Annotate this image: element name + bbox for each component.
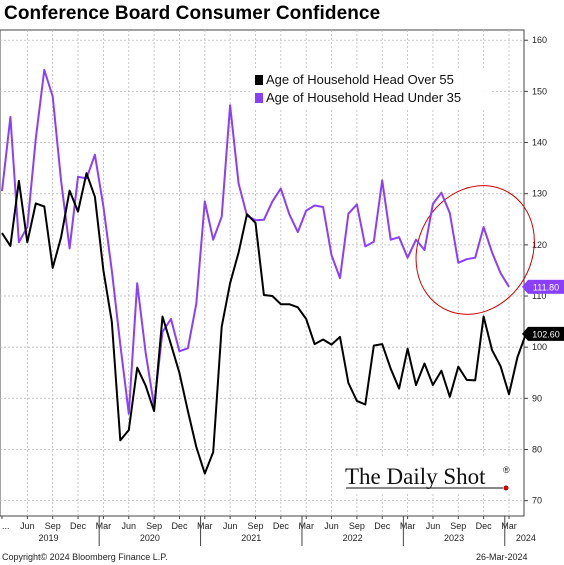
watermark-text: The Daily Shot xyxy=(345,464,486,489)
y-tick-label: 120 xyxy=(532,240,547,250)
x-tick-label: Jun xyxy=(223,521,238,531)
x-tick-label: Jun xyxy=(324,521,339,531)
x-year-label: 2019 xyxy=(38,533,58,543)
y-tick-label: 160 xyxy=(532,35,547,45)
x-tick-label: Jun xyxy=(426,521,441,531)
y-tick-label: 150 xyxy=(532,86,547,96)
axes: 70 80 90 100 110 120 130 140 150 160... Jun Sep Dec M… xyxy=(1,35,547,546)
x-year-label: 2023 xyxy=(444,533,464,543)
y-tick-label: 70 xyxy=(532,496,542,506)
x-tick-label: Sep xyxy=(146,521,162,531)
y-tick-label: 110 xyxy=(532,291,546,301)
x-year-label: 2020 xyxy=(140,533,160,543)
x-tick-label: Dec xyxy=(171,521,188,531)
x-tick-label: Sep xyxy=(349,521,365,531)
x-tick-label: Sep xyxy=(450,521,466,531)
last-value-badge xyxy=(528,326,564,341)
legend-swatch-under35 xyxy=(255,93,263,103)
legend-background xyxy=(250,69,490,109)
last-value-pointer xyxy=(522,279,528,294)
series xyxy=(1,68,527,475)
watermark-registered-mark: ® xyxy=(503,465,510,475)
y-tick-label: 100 xyxy=(532,342,547,352)
last-value-badge xyxy=(528,279,564,294)
x-tick-label: Mar xyxy=(96,521,112,531)
x-tick-label: Dec xyxy=(273,521,290,531)
footer-source: Copyright© 2024 Bloomberg Finance L.P. xyxy=(2,552,168,562)
x-tick-label: Jun xyxy=(121,521,136,531)
watermark-dot xyxy=(503,485,509,491)
x-tick-label: Dec xyxy=(374,521,391,531)
x-tick-label: Mar xyxy=(400,521,416,531)
y-tick-label: 140 xyxy=(532,138,547,148)
highlight-ellipse xyxy=(415,185,535,315)
y-tick-label: 130 xyxy=(532,189,547,199)
last-value-label: 111.80 xyxy=(533,282,559,292)
x-tick-label: Sep xyxy=(45,521,61,531)
x-year-label: 2021 xyxy=(241,533,261,543)
y-tick-label: 80 xyxy=(532,444,542,454)
x-year-label: 2022 xyxy=(343,533,363,543)
last-value-label: 102.60 xyxy=(532,329,560,339)
x-tick-label: Mar xyxy=(197,521,213,531)
y-tick-label: 90 xyxy=(532,393,542,403)
legend-label-over55: Age of Household Head Over 55 xyxy=(266,72,454,87)
series-line-under35 xyxy=(1,68,510,415)
x-tick-label: Sep xyxy=(247,521,263,531)
x-year-label: 2024 xyxy=(516,533,536,543)
annotation xyxy=(415,185,535,315)
watermark-background xyxy=(340,457,518,493)
watermark: The Daily Shot ® xyxy=(340,457,518,493)
x-tick-label: Dec xyxy=(476,521,493,531)
chart-title: Conference Board Consumer Confidence xyxy=(4,3,381,24)
last-value-badges: 111.80 102.60 xyxy=(522,279,564,341)
footer-date: 26-Mar-2024 xyxy=(476,552,528,562)
x-tick-label: Jun xyxy=(20,521,35,531)
x-tick-label: ... xyxy=(2,521,10,531)
legend: Age of Household Head Over 55 Age of Hou… xyxy=(250,69,490,109)
x-tick-label: Mar xyxy=(298,521,314,531)
legend-swatch-over55 xyxy=(255,75,263,85)
x-tick-label: Mar xyxy=(501,521,517,531)
last-value-pointer xyxy=(522,326,528,341)
series-line-over55 xyxy=(1,172,527,475)
legend-label-under35: Age of Household Head Under 35 xyxy=(266,90,461,105)
x-tick-label: Dec xyxy=(70,521,87,531)
